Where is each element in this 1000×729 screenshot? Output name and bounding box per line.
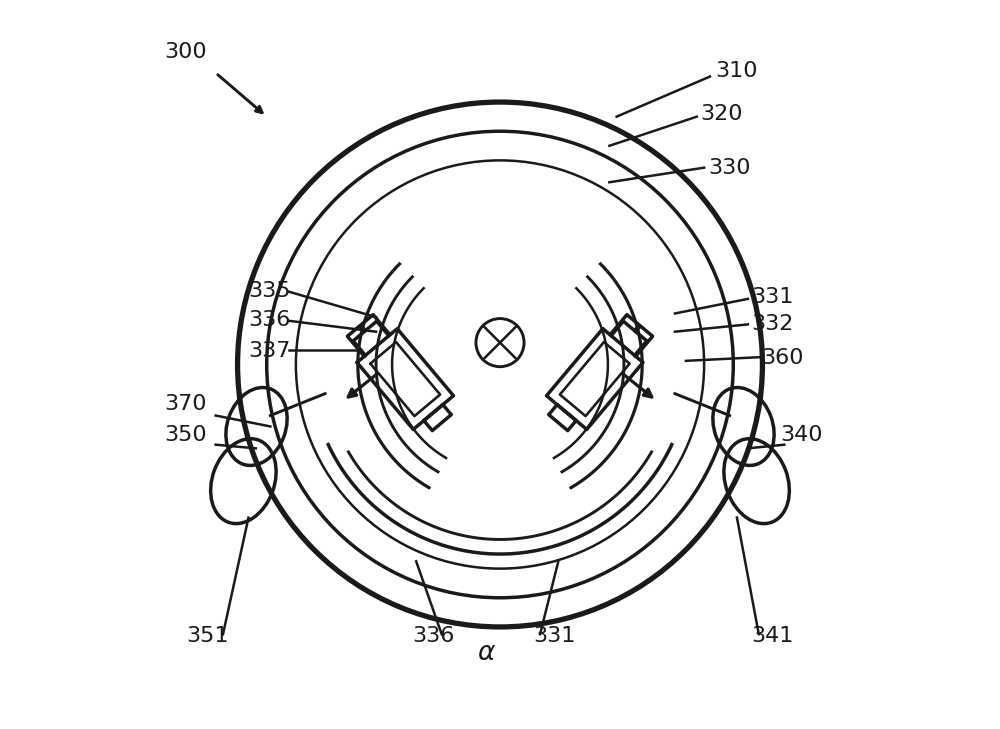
Text: 336: 336 (248, 310, 291, 330)
Text: 350: 350 (165, 425, 207, 445)
Text: 337: 337 (248, 341, 291, 361)
Text: 331: 331 (533, 625, 575, 645)
Text: 332: 332 (752, 313, 794, 333)
Text: $\alpha$: $\alpha$ (477, 640, 496, 666)
Text: 335: 335 (248, 281, 291, 300)
Text: 360: 360 (761, 348, 803, 368)
Text: 300: 300 (165, 42, 207, 62)
Text: 336: 336 (413, 625, 455, 645)
Text: 320: 320 (700, 104, 743, 124)
Text: 330: 330 (708, 157, 750, 177)
Text: 341: 341 (752, 625, 794, 645)
Text: 351: 351 (187, 625, 229, 645)
Text: 310: 310 (715, 61, 758, 80)
Text: 340: 340 (781, 425, 823, 445)
Text: 370: 370 (165, 394, 207, 414)
Text: 331: 331 (752, 286, 794, 306)
